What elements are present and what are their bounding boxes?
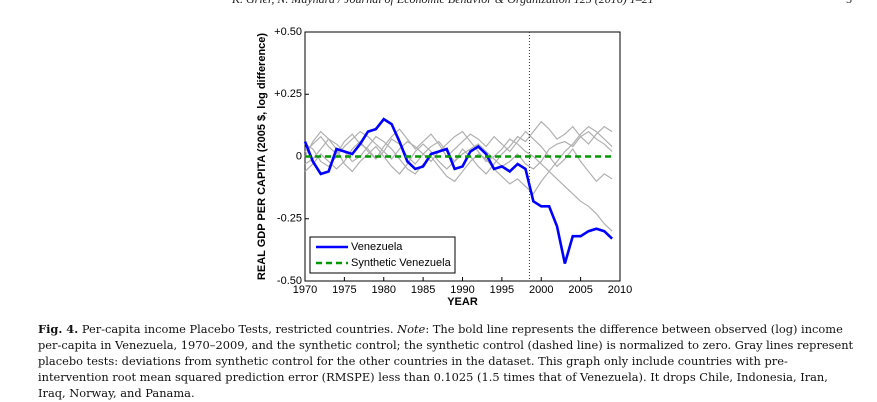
placebo-line xyxy=(304,120,613,175)
y-tick-label: 0 xyxy=(296,150,302,162)
y-tick-label: +0.50 xyxy=(274,26,302,38)
x-tick-label: 1980 xyxy=(372,284,396,296)
legend-label: Venezuela xyxy=(351,241,403,253)
caption-label: Fig. 4. xyxy=(38,322,79,336)
x-tick-label: 1985 xyxy=(411,284,435,296)
page-number: 5 xyxy=(846,0,852,7)
legend-box xyxy=(309,236,456,274)
y-tick-label: +0.25 xyxy=(274,88,302,100)
x-tick-label: 1970 xyxy=(293,284,317,296)
placebo-line xyxy=(304,125,613,195)
x-tick-label: 2000 xyxy=(529,284,553,296)
placebo-line xyxy=(304,128,613,183)
placebo-line xyxy=(304,130,613,232)
caption-lead: Per-capita income Placebo Tests, restric… xyxy=(81,322,394,336)
running-title: K. Grier, N. Maynard / Journal of Econom… xyxy=(232,0,654,7)
caption: Fig. 4. Per-capita income Placebo Tests,… xyxy=(38,321,858,401)
chart: -0.50 -0.25 0 +0.25 +0.50 1970 1975 1980 1985 199… xyxy=(256,26,632,308)
x-axis-label: YEAR xyxy=(447,296,478,308)
series-line xyxy=(303,117,614,264)
y-axis-label: REAL GDP PER CAPITA (2005 $, log differe… xyxy=(256,33,268,280)
legend-label: Synthetic Venezuela xyxy=(351,257,452,269)
caption-note-label: Note xyxy=(397,322,426,336)
x-tick-label: 1990 xyxy=(450,284,474,296)
y-tick-label: -0.50 xyxy=(277,275,302,287)
x-tick-label: 2010 xyxy=(608,284,632,296)
x-tick-label: 1975 xyxy=(332,284,356,296)
caption-body: : The bold line represents the differenc… xyxy=(38,322,854,400)
x-tick-label: 2005 xyxy=(568,284,592,296)
x-tick-label: 1995 xyxy=(490,284,514,296)
y-tick-label: -0.25 xyxy=(277,213,302,225)
